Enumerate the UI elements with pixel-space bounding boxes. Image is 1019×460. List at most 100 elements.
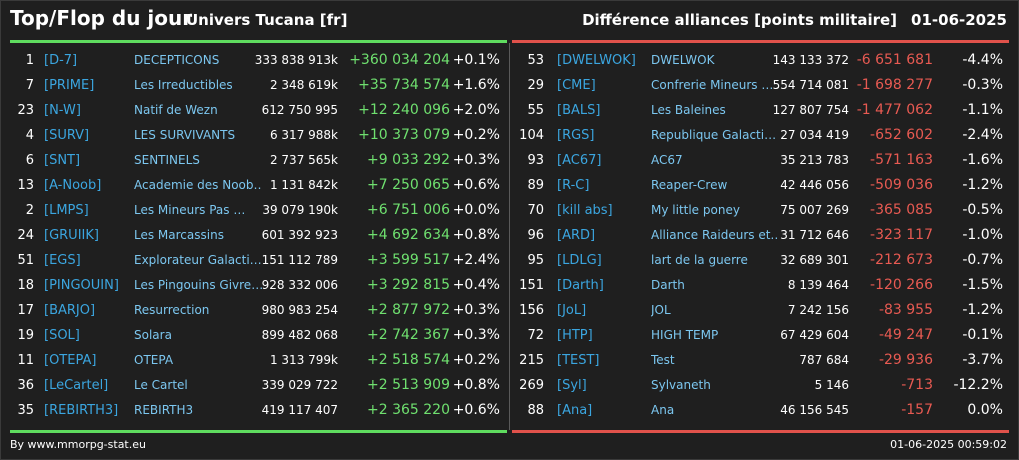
flop-table-row: 88 [Ana] Ana 46 156 545 -157 0.0%	[512, 398, 1009, 423]
alliance-name-link[interactable]: LES SURVIVANTS	[134, 128, 236, 142]
points-difference: -509 036	[870, 177, 933, 193]
alliance-tag-link[interactable]: [OTEPA]	[44, 353, 97, 368]
alliance-name-link[interactable]: Les Mineurs Pas …	[134, 203, 246, 217]
alliance-points: 1 313 799k	[269, 353, 338, 367]
alliance-name-link[interactable]: Academie des Noob…	[134, 178, 262, 192]
alliance-tag-link[interactable]: [ARD]	[557, 228, 596, 243]
alliance-tag-link[interactable]: [BARJO]	[44, 303, 96, 318]
percent-change: +0.2%	[452, 352, 500, 368]
alliance-name-link[interactable]: Le Cartel	[134, 378, 188, 392]
alliance-name-link[interactable]: Les Pingouins Givre…	[134, 278, 262, 292]
alliance-rank: 4	[25, 128, 34, 143]
alliance-tag-link[interactable]: [Ana]	[557, 403, 593, 418]
alliance-tag-link[interactable]: [RGS]	[557, 128, 595, 143]
flop-table-row: 72 [HTP] HIGH TEMP 67 429 604 -49 247 -0.1%	[512, 323, 1009, 348]
top-table-row: 51 [EGS] Explorateur Galacti… 151 112 789 +3…	[10, 248, 507, 273]
alliance-name-link[interactable]: Republique Galacti…	[651, 128, 777, 142]
alliance-tag-link[interactable]: [A-Noob]	[44, 178, 102, 193]
alliance-tag-link[interactable]: [Darth]	[557, 278, 604, 293]
alliance-tag-link[interactable]: [SOL]	[44, 328, 80, 343]
alliance-tag-link[interactable]: [GRUIIK]	[44, 228, 99, 243]
percent-change: +0.6%	[452, 402, 500, 418]
alliance-points: 2 348 619k	[269, 78, 338, 92]
alliance-tag-link[interactable]: [AC67]	[557, 153, 602, 168]
alliance-name-link[interactable]: HIGH TEMP	[651, 328, 719, 342]
alliance-name-link[interactable]: JOL	[651, 303, 671, 317]
top-table-row: 23 [N-W] Natif de Wezn 612 750 995 +12 240 0…	[10, 98, 507, 123]
percent-change: +0.1%	[452, 52, 500, 68]
alliance-tag-link[interactable]: [R-C]	[557, 178, 590, 193]
alliance-tag-link[interactable]: [LMPS]	[44, 203, 89, 218]
alliance-name-link[interactable]: OTEPA	[134, 353, 174, 367]
alliance-tag-link[interactable]: [Syl]	[557, 378, 587, 393]
alliance-tag-link[interactable]: [LDLG]	[557, 253, 602, 268]
alliance-name-link[interactable]: Test	[651, 353, 675, 367]
alliance-name-link[interactable]: Solara	[134, 328, 172, 342]
alliance-name-link[interactable]: Natif de Wezn	[134, 103, 218, 117]
flop-table-row: 215 [TEST] Test 787 684 -29 936 -3.7%	[512, 348, 1009, 373]
alliance-name-link[interactable]: Explorateur Galacti…	[134, 253, 262, 267]
alliance-points: 143 133 372	[772, 53, 849, 67]
alliance-tag-link[interactable]: [D-7]	[44, 53, 78, 68]
alliance-tag-link[interactable]: [JoL]	[557, 303, 587, 318]
alliance-name-link[interactable]: DWELWOK	[651, 53, 715, 67]
alliance-name-link[interactable]: Ana	[651, 403, 675, 417]
alliance-name-link[interactable]: Reaper-Crew	[651, 178, 728, 192]
alliance-name-link[interactable]: My little poney	[651, 203, 740, 217]
alliance-name-link[interactable]: Les Baleines	[651, 103, 726, 117]
flop-table-row: 93 [AC67] AC67 35 213 783 -571 163 -1.6%	[512, 148, 1009, 173]
flop-table-row: 29 [CME] Confrerie Mineurs … 554 714 081 -1 …	[512, 73, 1009, 98]
alliance-name-link[interactable]: Darth	[651, 278, 685, 292]
percent-change: 0.0%	[967, 402, 1003, 418]
alliance-tag-link[interactable]: [N-W]	[44, 103, 81, 118]
alliance-tag-link[interactable]: [EGS]	[44, 253, 81, 268]
top-table-row: 1 [D-7] DECEPTICONS 333 838 913k +360 034 20…	[10, 48, 507, 73]
alliance-tag-link[interactable]: [SURV]	[44, 128, 90, 143]
alliance-name-link[interactable]: Les Irreductibles	[134, 78, 233, 92]
alliance-tag-link[interactable]: [BALS]	[557, 103, 601, 118]
alliance-tag-link[interactable]: [CME]	[557, 78, 596, 93]
alliance-tag-link[interactable]: [kill abs]	[557, 203, 613, 218]
ranking-date: 01-06-2025	[911, 11, 1007, 29]
alliance-rank: 70	[527, 203, 544, 218]
alliance-name-link[interactable]: Resurrection	[134, 303, 210, 317]
alliance-points: 333 838 913k	[254, 53, 338, 67]
alliance-name-link[interactable]: Alliance Raideurs et…	[651, 228, 779, 242]
alliance-rank: 269	[519, 378, 544, 393]
percent-change: -0.1%	[962, 327, 1003, 343]
percent-change: -1.2%	[962, 302, 1003, 318]
top-table-row: 36 [LeCartel] Le Cartel 339 029 722 +2 513 9…	[10, 373, 507, 398]
alliance-tag-link[interactable]: [PRIME]	[44, 78, 95, 93]
alliance-tag-link[interactable]: [DWELWOK]	[557, 53, 636, 68]
top-table-row: 35 [REBIRTH3] REBIRTH3 419 117 407 +2 365 22…	[10, 398, 507, 423]
alliance-rank: 24	[17, 228, 34, 243]
alliance-name-link[interactable]: AC67	[651, 153, 683, 167]
alliance-rank: 23	[17, 103, 34, 118]
flop-accent-bar-bottom	[512, 430, 1009, 433]
alliance-name-link[interactable]: lart de la guerre	[651, 253, 748, 267]
points-difference: +2 365 220	[367, 402, 450, 418]
points-difference: +2 518 574	[367, 352, 450, 368]
percent-change: -2.4%	[962, 127, 1003, 143]
alliance-tag-link[interactable]: [TEST]	[557, 353, 600, 368]
percent-change: -0.7%	[962, 252, 1003, 268]
points-difference: -83 955	[878, 302, 933, 318]
alliance-rank: 13	[17, 178, 34, 193]
alliance-tag-link[interactable]: [REBIRTH3]	[44, 403, 119, 418]
alliance-tag-link[interactable]: [HTP]	[557, 328, 593, 343]
top-table-row: 11 [OTEPA] OTEPA 1 313 799k +2 518 574 +0.2%	[10, 348, 507, 373]
alliance-points: 601 392 923	[261, 228, 338, 242]
points-difference: +12 240 096	[358, 102, 450, 118]
alliance-name-link[interactable]: REBIRTH3	[134, 403, 194, 417]
top-table-row: 24 [GRUIIK] Les Marcassins 601 392 923 +4 69…	[10, 223, 507, 248]
alliance-name-link[interactable]: Sylvaneth	[651, 378, 711, 392]
alliance-tag-link[interactable]: [SNT]	[44, 153, 81, 168]
percent-change: +0.3%	[452, 302, 500, 318]
alliance-tag-link[interactable]: [PINGOUIN]	[44, 278, 119, 293]
alliance-tag-link[interactable]: [LeCartel]	[44, 378, 109, 393]
alliance-name-link[interactable]: Confrerie Mineurs …	[651, 78, 774, 92]
alliance-name-link[interactable]: Les Marcassins	[134, 228, 224, 242]
alliance-name-link[interactable]: DECEPTICONS	[134, 53, 220, 67]
alliance-name-link[interactable]: SENTINELS	[134, 153, 200, 167]
percent-change: -0.3%	[962, 77, 1003, 93]
